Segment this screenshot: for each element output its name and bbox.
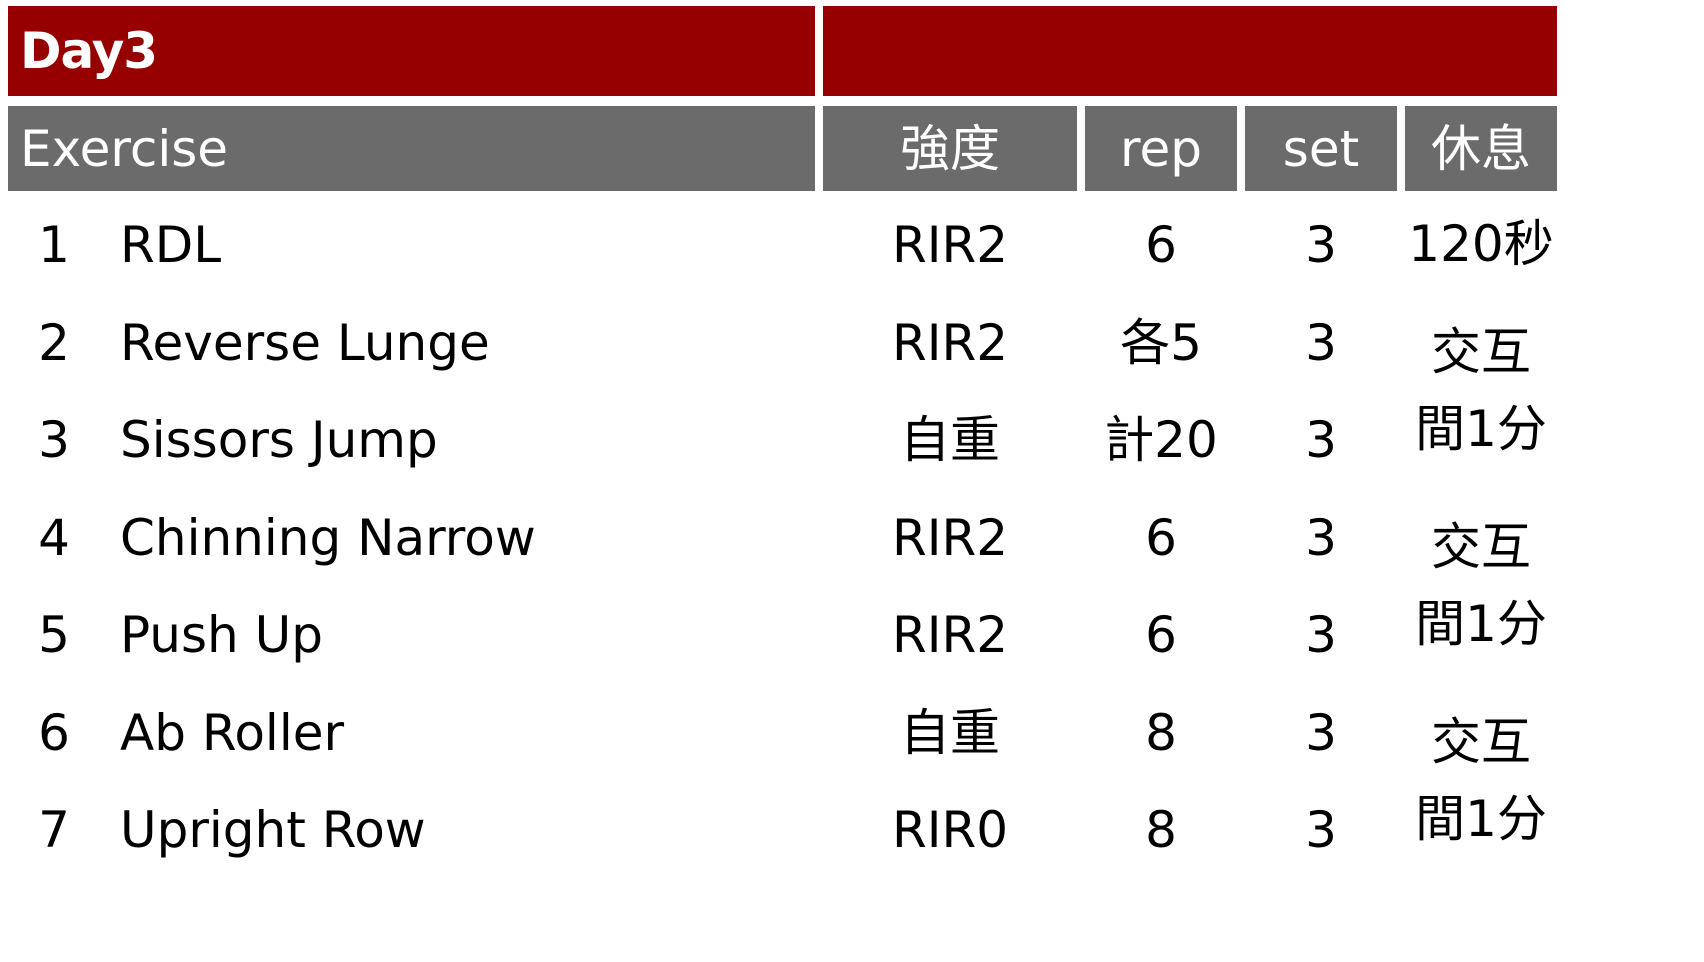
title-right-cell [823,6,1557,96]
header-rep: rep [1085,106,1237,191]
cell-rep: 計20 [1085,396,1237,484]
cell-intensity-text: 自重 [900,411,1000,469]
header-set: set [1245,106,1397,191]
cell-rep: 6 [1085,591,1237,679]
cell-name-text: Ab Roller [120,703,345,762]
cell-rep-text: 8 [1145,703,1177,762]
cell-rep: 各5 [1085,298,1237,387]
cell-name: Ab Roller [108,688,815,777]
cell-intensity: RIR2 [823,493,1077,582]
cell-name: Chinning Narrow [108,493,815,582]
rest-cell: 交互間1分 [1405,298,1557,484]
cell-rep-text: 計20 [1104,411,1218,469]
header-intensity: 強度 [823,106,1077,191]
cell-rep-text: 各5 [1120,313,1202,372]
cell-name: RDL [108,201,815,289]
cell-rep: 6 [1085,201,1237,289]
cell-rep: 8 [1085,786,1237,874]
cell-set: 3 [1245,298,1397,387]
rest-text: 120秒 [1408,215,1554,274]
cell-name: Upright Row [108,786,815,874]
cell-intensity-text: RIR2 [891,313,1009,372]
cell-no: 4 [8,493,100,582]
cell-no-text: 7 [38,801,70,859]
cell-no: 2 [8,298,100,387]
cell-name-text: RDL [120,216,222,274]
cell-no-text: 1 [38,216,70,274]
cell-set-text: 3 [1305,313,1337,372]
cell-rep: 8 [1085,688,1237,777]
cell-rep-text: 6 [1145,606,1177,664]
header-rep-label: rep [1120,119,1202,178]
header-exercise-label: Exercise [20,119,229,178]
rest-text: 間1分 [1415,790,1547,849]
cell-name-text: Sissors Jump [120,411,438,469]
cell-set-text: 3 [1305,606,1337,664]
cell-set-text: 3 [1305,411,1337,469]
cell-set: 3 [1245,396,1397,484]
cell-no-text: 5 [38,606,70,664]
cell-intensity: RIR0 [823,786,1077,874]
cell-set: 3 [1245,591,1397,679]
cell-no-text: 3 [38,411,70,469]
cell-name: Sissors Jump [108,396,815,484]
cell-name-text: Upright Row [120,801,426,859]
header-exercise: Exercise [8,106,815,191]
cell-rep-text: 6 [1145,508,1177,567]
cell-set-text: 3 [1305,508,1337,567]
cell-set-text: 3 [1305,216,1337,274]
cell-no-text: 2 [38,313,70,372]
cell-no: 5 [8,591,100,679]
cell-no-text: 4 [38,508,70,567]
cell-intensity: RIR2 [823,201,1077,289]
cell-set: 3 [1245,688,1397,777]
rest-text: 交互 [1431,712,1531,771]
cell-name-text: Reverse Lunge [120,313,490,372]
cell-set-text: 3 [1305,801,1337,859]
table-title: Day3 [20,22,158,80]
cell-intensity-text: 自重 [900,703,1000,762]
header-rest: 休息 [1405,106,1557,191]
rest-text: 交互 [1431,517,1531,576]
header-rest-label: 休息 [1431,119,1531,178]
rest-text: 交互 [1431,322,1531,381]
cell-no: 7 [8,786,100,874]
cell-intensity-text: RIR0 [891,801,1009,859]
header-intensity-label: 強度 [900,119,1000,178]
cell-no: 1 [8,201,100,289]
cell-rep-text: 6 [1145,216,1177,274]
cell-rep-text: 8 [1145,801,1177,859]
cell-no: 3 [8,396,100,484]
cell-name-text: Chinning Narrow [120,508,536,567]
title-cell: Day3 [8,6,815,96]
cell-intensity: RIR2 [823,298,1077,387]
cell-intensity: 自重 [823,688,1077,777]
cell-intensity-text: RIR2 [891,216,1009,274]
cell-intensity: RIR2 [823,591,1077,679]
header-set-label: set [1282,119,1360,178]
cell-no-text: 6 [38,703,70,762]
rest-cell: 120秒 [1405,201,1557,289]
rest-cell: 交互間1分 [1405,493,1557,679]
cell-set: 3 [1245,493,1397,582]
cell-name: Reverse Lunge [108,298,815,387]
cell-set: 3 [1245,201,1397,289]
cell-name-text: Push Up [120,606,323,664]
cell-no: 6 [8,688,100,777]
rest-cell: 交互間1分 [1405,688,1557,874]
cell-intensity-text: RIR2 [891,508,1009,567]
cell-set-text: 3 [1305,703,1337,762]
cell-name: Push Up [108,591,815,679]
rest-text: 間1分 [1415,595,1547,654]
cell-intensity: 自重 [823,396,1077,484]
cell-intensity-text: RIR2 [891,606,1009,664]
rest-text: 間1分 [1415,400,1547,459]
cell-set: 3 [1245,786,1397,874]
cell-rep: 6 [1085,493,1237,582]
